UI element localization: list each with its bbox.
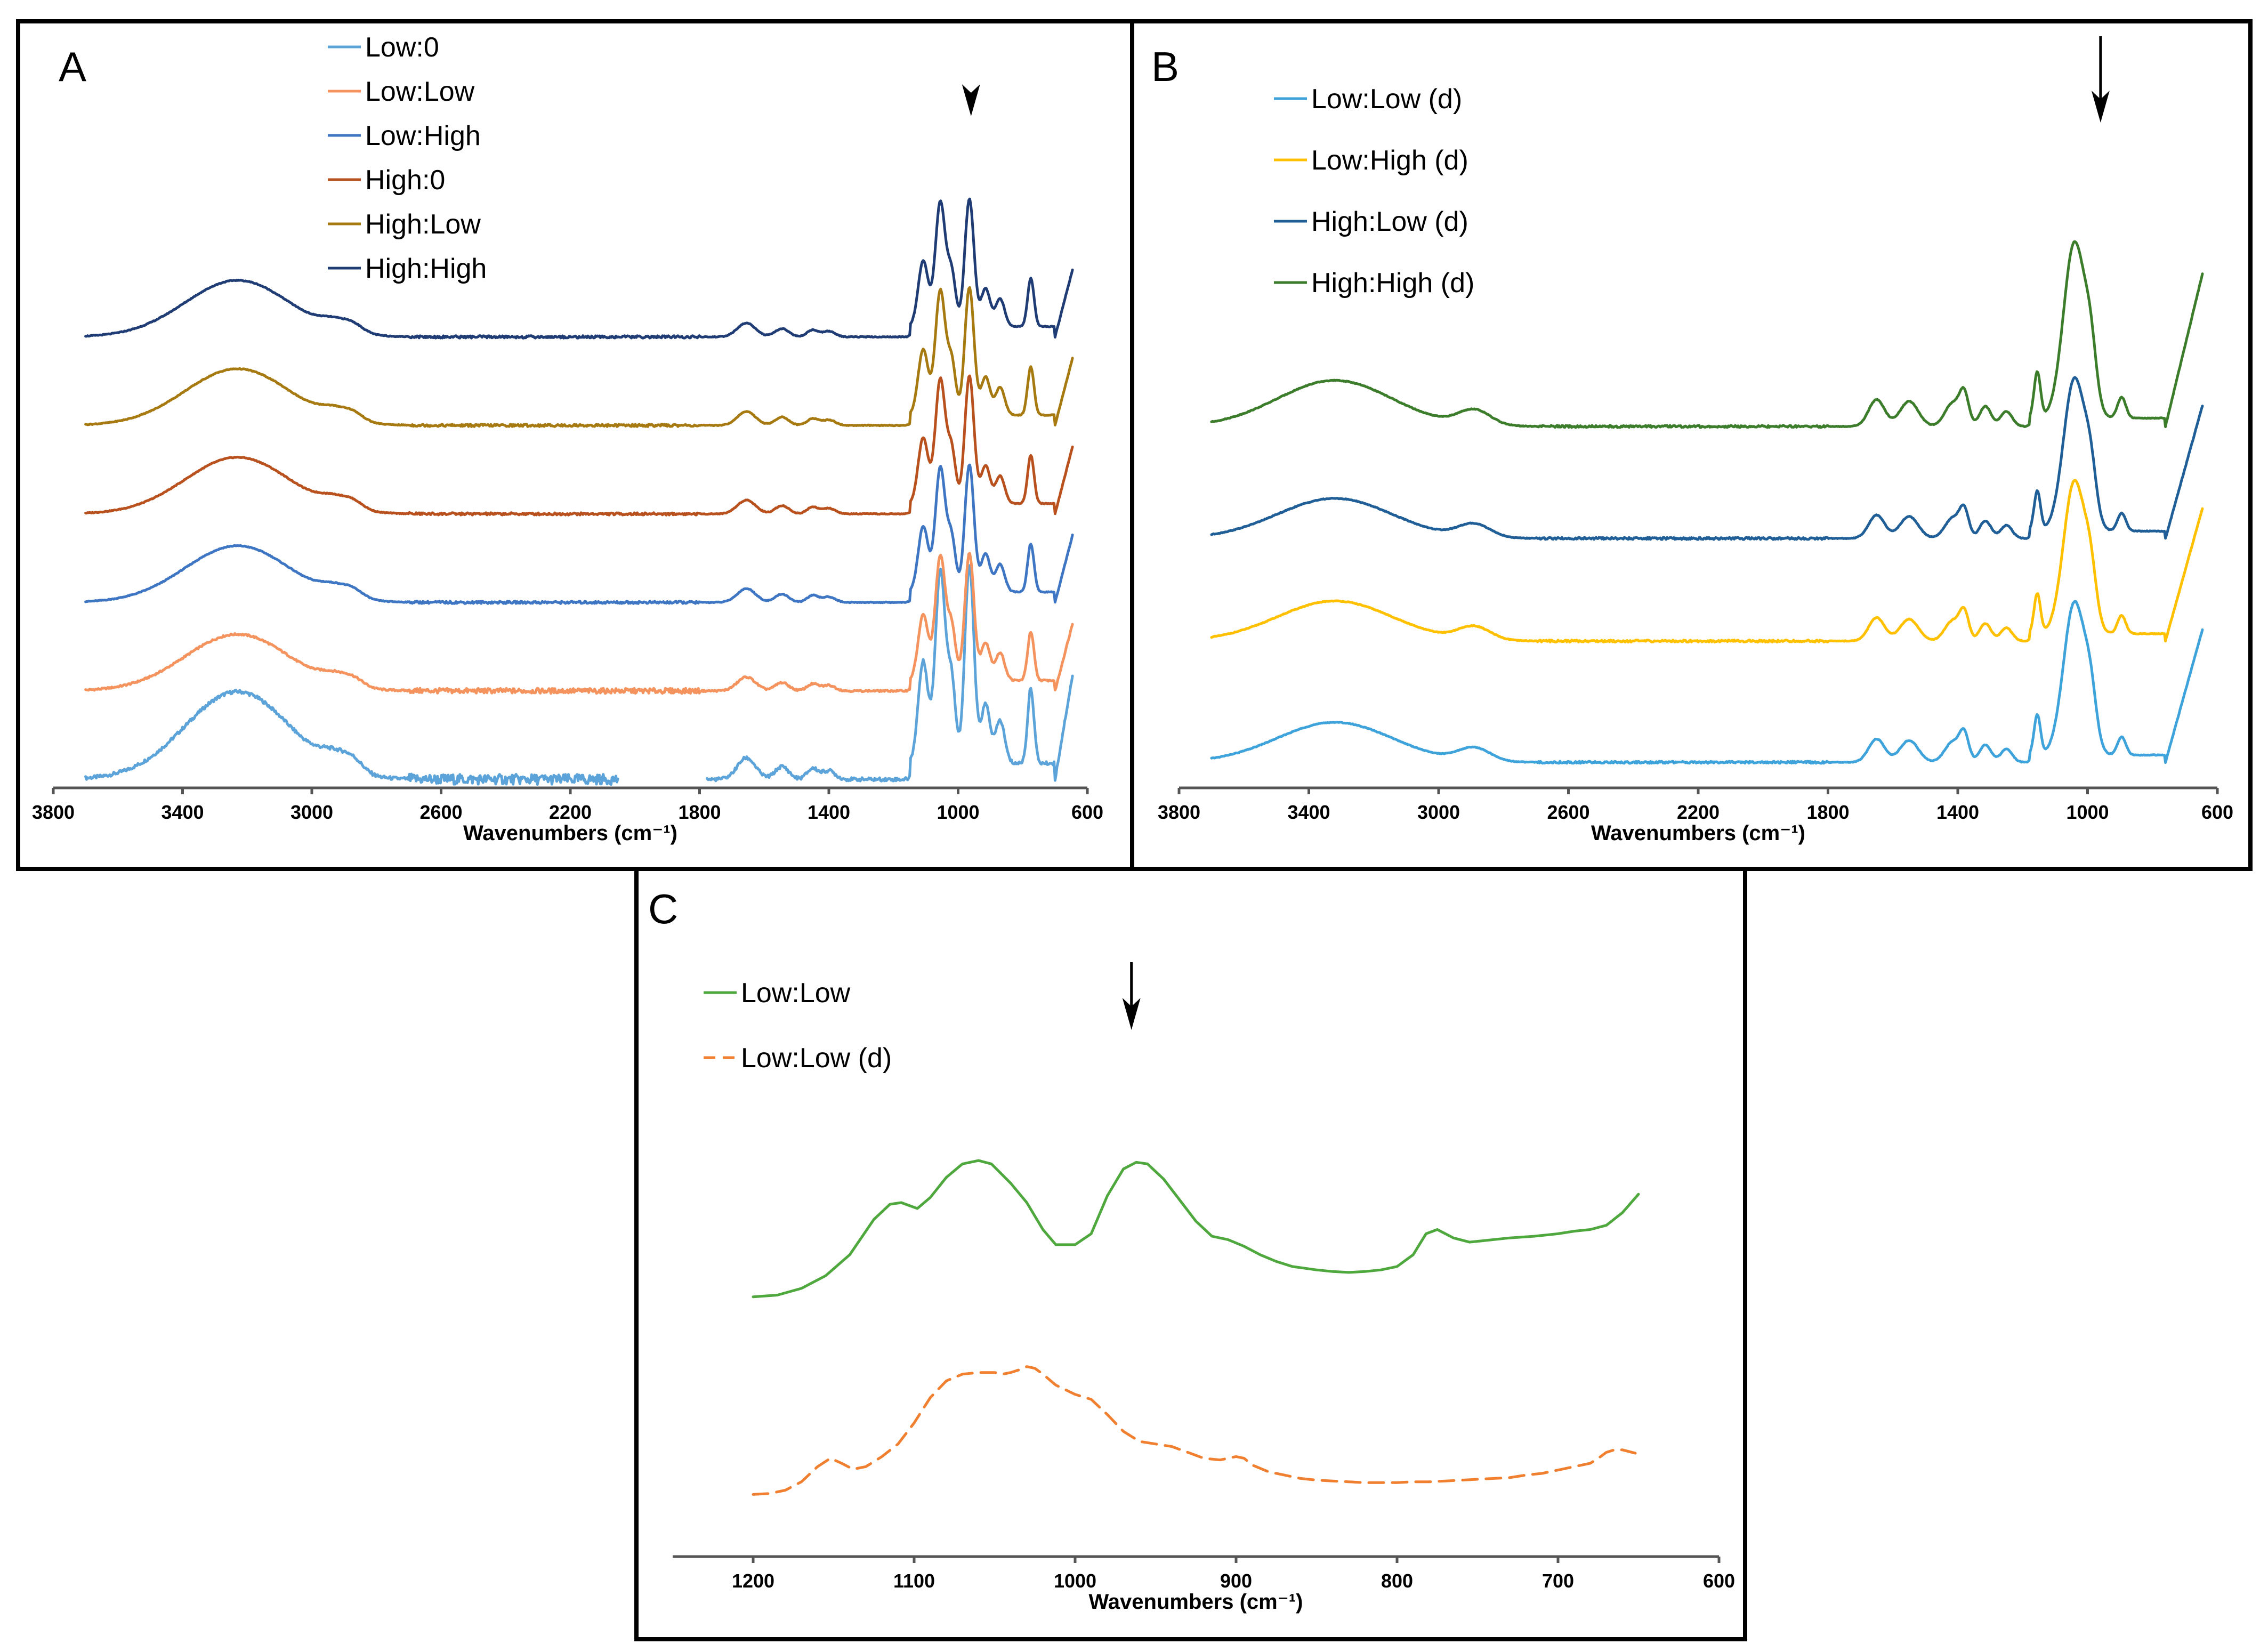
x-tick-label: 2600 <box>419 801 462 823</box>
x-axis-title: Wavenumbers (cm⁻¹) <box>1591 821 1805 845</box>
x-tick-label: 600 <box>1703 1570 1735 1592</box>
x-tick-label: 1000 <box>1054 1570 1096 1592</box>
x-tick-label: 1400 <box>1936 801 1979 823</box>
series-line <box>84 463 1074 605</box>
legend-label: High:0 <box>365 165 445 196</box>
series-line <box>1210 479 2204 643</box>
x-tick-label: 700 <box>1542 1570 1574 1592</box>
arrow-head <box>1122 998 1141 1030</box>
legend-label: High:High <box>365 253 487 284</box>
x-axis-title: Wavenumbers (cm⁻¹) <box>1089 1590 1303 1614</box>
legend-label: Low:Low (d) <box>741 1043 892 1074</box>
x-tick-label: 2600 <box>1547 801 1589 823</box>
panel-c-chart: 1200 1100 1000 900 800 700 600 Wavenumbers (cm⁻… <box>673 962 1735 1614</box>
panel-b-letter: B <box>1151 43 1179 90</box>
x-tick-label: 1100 <box>893 1570 935 1592</box>
panel-c-frame <box>634 867 1747 1641</box>
legend-label: High:High (d) <box>1311 268 1474 299</box>
arrow-head <box>962 84 980 116</box>
series-line <box>84 374 1074 517</box>
x-tick-label: 600 <box>1071 801 1103 823</box>
x-tick-label: 1000 <box>937 801 979 823</box>
panel-b-frame <box>1130 19 2253 871</box>
arrow-head <box>2091 91 2110 123</box>
series-line <box>84 564 1074 786</box>
x-tick-label: 3000 <box>1417 801 1460 823</box>
series-line <box>752 1159 1640 1299</box>
legend-label: Low:Low <box>365 76 475 107</box>
x-tick-label: 2200 <box>549 801 592 823</box>
series-line <box>752 1365 1637 1496</box>
legend-label: Low:High <box>365 120 481 151</box>
x-tick-label: 3000 <box>290 801 333 823</box>
panel-a-frame <box>16 19 1134 871</box>
x-axis-title: Wavenumbers (cm⁻¹) <box>463 821 677 845</box>
x-tick-label: 1800 <box>1806 801 1849 823</box>
legend-label: Low:Low (d) <box>1311 84 1462 115</box>
panel-b-chart: 3800 3400 3000 2600 2200 1800 1400 1000 600 Waven… <box>1158 36 2233 845</box>
series-line <box>1210 240 2204 429</box>
panel-a-letter: A <box>59 43 86 90</box>
series-line <box>84 197 1074 340</box>
series-line <box>84 286 1074 428</box>
x-tick-label: 600 <box>2201 801 2233 823</box>
x-tick-label: 1800 <box>678 801 721 823</box>
legend-label: High:Low <box>365 209 481 240</box>
legend-label: Low:Low <box>741 978 851 1009</box>
x-tick-label: 1000 <box>2066 801 2109 823</box>
x-tick-label: 3800 <box>32 801 75 823</box>
x-tick-label: 3800 <box>1158 801 1200 823</box>
panel-a-chart: 3800 3400 3000 2600 2200 1800 1400 1000 600 Waven… <box>32 32 1103 845</box>
series-line <box>84 552 1074 695</box>
legend-label: High:Low (d) <box>1311 206 1468 237</box>
x-tick-label: 3400 <box>1287 801 1330 823</box>
x-tick-label: 900 <box>1220 1570 1252 1592</box>
x-tick-label: 1200 <box>732 1570 774 1592</box>
x-tick-label: 1400 <box>808 801 850 823</box>
x-tick-label: 800 <box>1381 1570 1413 1592</box>
series-line <box>1210 376 2204 541</box>
x-tick-label: 2200 <box>1677 801 1720 823</box>
legend-label: Low:0 <box>365 32 439 63</box>
legend-label: Low:High (d) <box>1311 145 1468 176</box>
x-tick-label: 3400 <box>161 801 204 823</box>
panel-c-letter: C <box>648 885 678 932</box>
series-line <box>1210 600 2204 765</box>
